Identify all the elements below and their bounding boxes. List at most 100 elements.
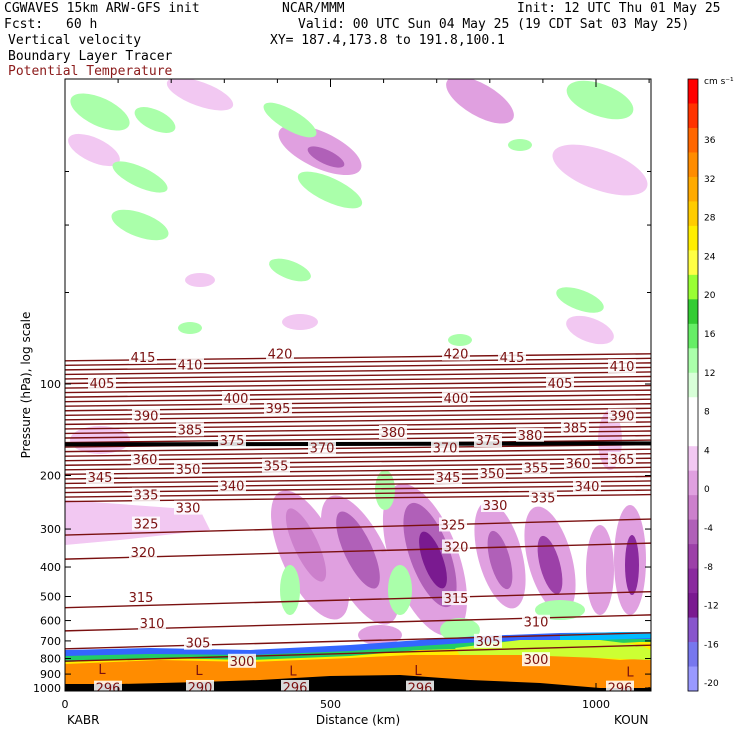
colorbar-frame xyxy=(687,78,699,692)
isentrope-line xyxy=(65,590,651,609)
isentrope-label: 355 xyxy=(524,462,549,477)
isentrope-label: 370 xyxy=(310,442,335,457)
low-marker: L xyxy=(414,664,422,679)
colorbar-tick-label: 28 xyxy=(704,214,716,224)
colorbar-tick-label: 32 xyxy=(704,175,715,185)
y-tick-label: 700 xyxy=(40,635,61,648)
isentrope-label: 390 xyxy=(610,410,635,425)
center-name: NCAR/MMM xyxy=(282,1,345,16)
isentrope-label: 350 xyxy=(176,463,201,478)
isentrope-label: 315 xyxy=(444,592,469,607)
isentrope-label-bg xyxy=(127,589,155,604)
isentrope-label-bg xyxy=(606,680,634,691)
colorbar-swatch xyxy=(688,103,698,129)
colorbar-swatch xyxy=(688,642,698,668)
model-title: CGWAVES 15km ARW-GFS init xyxy=(4,1,200,16)
colorbar-tick-label: 24 xyxy=(704,252,716,262)
isentrope-label-bg xyxy=(132,516,160,531)
isentrope-line xyxy=(65,366,651,376)
isentrope-label-bg xyxy=(186,680,214,691)
isentrope-label: 335 xyxy=(134,489,159,504)
isentrope-label-bg xyxy=(308,440,336,455)
colorbar-swatch xyxy=(688,666,698,692)
colorbar-swatch xyxy=(688,225,698,251)
isentrope-label-bg xyxy=(608,408,636,423)
isentrope-label: 365 xyxy=(610,453,635,468)
colorbar-swatch xyxy=(688,348,698,374)
y-tick-label: 100 xyxy=(40,378,61,391)
isentrope-label: 330 xyxy=(483,499,508,514)
colorbar-tick-label: 20 xyxy=(704,291,716,301)
cross-section-endpoints: XY= 187.4,173.8 to 191.8,100.1 xyxy=(270,33,505,48)
isentrope-label: 415 xyxy=(131,351,156,366)
lower-motion-patches xyxy=(65,470,646,645)
plot-frame xyxy=(64,78,652,692)
isentrope-label-bg xyxy=(262,458,290,473)
isentrope-label-bg xyxy=(546,376,574,390)
isentrope-line xyxy=(65,389,651,398)
isentrope-label: 315 xyxy=(129,591,154,606)
colorbar-tick-label: -16 xyxy=(704,640,719,650)
isentrope-label: 405 xyxy=(548,377,573,392)
colorbar-swatch xyxy=(688,274,698,300)
isentrope-label-bg xyxy=(522,614,550,629)
field-boundary-layer-tracer: Boundary Layer Tracer xyxy=(8,49,173,64)
isentrope-line xyxy=(65,471,651,480)
isentrope-label: 395 xyxy=(266,402,291,417)
isentrope-label-bg xyxy=(131,452,159,467)
isentrope-label-bg xyxy=(564,455,592,470)
colorbar-tick-label: -12 xyxy=(704,602,719,612)
low-marker: L xyxy=(626,665,634,680)
isentrope-label-bg xyxy=(522,460,550,475)
isentrope-label-bg xyxy=(442,346,470,361)
isentrope-label-bg xyxy=(608,452,636,467)
isentrope-label: 390 xyxy=(134,410,159,425)
isentrope-label-bg xyxy=(218,433,246,448)
isentrope-label: 350 xyxy=(480,467,505,482)
isentrope-label-bg xyxy=(442,390,470,405)
colorbar-tick-label: 16 xyxy=(704,330,716,340)
isentrope-line xyxy=(65,362,651,371)
isentrope-label-bg xyxy=(174,462,202,477)
isentrope-label: 305 xyxy=(186,637,211,652)
colorbar-tick-label: 12 xyxy=(704,369,715,379)
field-potential-temperature: Potential Temperature xyxy=(8,64,173,79)
isentrope-line xyxy=(65,416,651,426)
y-tick-label: 800 xyxy=(40,653,61,666)
isentrope-label: 305 xyxy=(476,635,501,650)
isentrope-label: 370 xyxy=(433,442,458,457)
isentrope-label-bg xyxy=(176,357,204,372)
colorbar-swatch xyxy=(688,617,698,643)
colorbar-swatch xyxy=(688,593,698,619)
isentrope-label: 335 xyxy=(531,491,556,506)
colorbar-swatch xyxy=(688,495,698,521)
isentrope-label: 290 xyxy=(188,681,213,696)
isentrope-label: 296 xyxy=(283,681,308,696)
colorbar-swatch xyxy=(688,201,698,227)
isentrope-label: 320 xyxy=(444,540,469,555)
isentrope-label-bg xyxy=(474,433,502,448)
distance-axis: 0 500 1000 xyxy=(62,79,650,711)
isentrope-label-bg xyxy=(222,390,250,405)
colorbar-swatch xyxy=(688,299,698,325)
isentrope-labels: 415 410 420 405 400 395 390 385 375 370 360 350 355 3… xyxy=(86,346,636,696)
isentrope-label: 320 xyxy=(131,546,156,561)
isentrope-label-bg xyxy=(442,591,470,606)
low-marker: L xyxy=(98,663,106,678)
colorbar-swatch xyxy=(688,372,698,398)
isentrope-label: 415 xyxy=(500,351,525,366)
colorbar-swatch xyxy=(688,397,698,423)
isentrope-line xyxy=(65,357,651,367)
isentrope-label: 420 xyxy=(444,348,469,363)
isentrope-label-bg xyxy=(522,652,550,667)
isentrope-label: 420 xyxy=(268,348,293,363)
isentrope-label-bg xyxy=(94,680,122,691)
isentrope-label: 375 xyxy=(220,434,245,449)
y-tick-label: 500 xyxy=(40,590,61,603)
isentrope-label: 310 xyxy=(140,617,165,632)
field-vertical-velocity: Vertical velocity xyxy=(8,33,142,48)
colorbar-tick-label: 8 xyxy=(704,408,710,418)
colorbar-tick-label: -20 xyxy=(704,679,719,689)
isentrope-label: 360 xyxy=(133,453,158,468)
